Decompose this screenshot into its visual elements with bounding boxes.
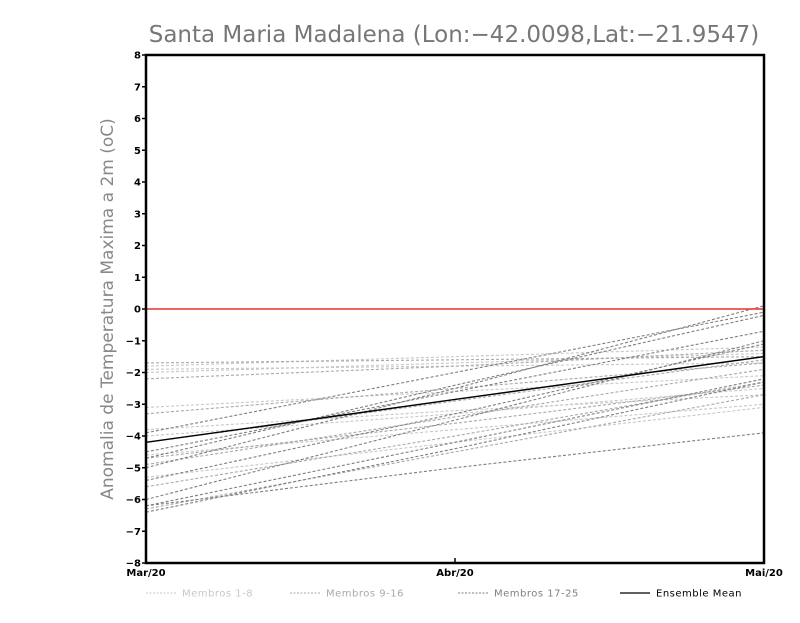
y-tick-label: 5 bbox=[134, 146, 141, 157]
y-axis-label: Anomalia de Temperatura Maxima a 2m (oC) bbox=[98, 118, 118, 500]
y-tick-label: −2 bbox=[126, 368, 141, 379]
member-line-22 bbox=[145, 340, 765, 501]
y-tick-label: −6 bbox=[126, 495, 141, 506]
member-line-12 bbox=[145, 384, 765, 459]
member-line-15 bbox=[145, 368, 765, 466]
x-tick-label: Mar/20 bbox=[126, 568, 165, 579]
y-tick-label: −4 bbox=[126, 432, 141, 443]
member-line-2 bbox=[145, 362, 765, 370]
member-line-24 bbox=[145, 378, 765, 507]
member-line-18 bbox=[145, 314, 765, 459]
x-tick-label: Abr/20 bbox=[436, 568, 473, 579]
y-tick-label: 3 bbox=[134, 209, 141, 220]
member-line-23 bbox=[145, 381, 765, 513]
y-tick-label: −8 bbox=[126, 559, 141, 570]
member-line-6 bbox=[145, 403, 765, 456]
y-tick-label: 1 bbox=[134, 273, 141, 284]
member-line-19 bbox=[145, 305, 765, 469]
member-line-20 bbox=[145, 330, 765, 453]
member-line-1 bbox=[145, 346, 765, 367]
member-line-5 bbox=[145, 387, 765, 437]
member-line-8 bbox=[145, 352, 765, 374]
y-tick-label: −5 bbox=[126, 463, 141, 474]
member-line-3 bbox=[145, 375, 765, 408]
y-tick-label: 6 bbox=[134, 114, 141, 125]
chart-title: Santa Maria Madalena (Lon:−42.0098,Lat:−… bbox=[149, 22, 760, 48]
y-tick-label: 7 bbox=[134, 82, 141, 93]
y-tick-label: 8 bbox=[134, 51, 141, 62]
legend-label: Membros 9-16 bbox=[326, 589, 404, 600]
legend-label: Ensemble Mean bbox=[656, 589, 742, 600]
ensemble-mean-line bbox=[145, 355, 765, 444]
y-tick-label: −3 bbox=[126, 400, 141, 411]
x-tick-label: Mai/20 bbox=[745, 568, 783, 579]
y-tick-label: −7 bbox=[126, 527, 141, 538]
member-line-11 bbox=[145, 362, 765, 415]
member-line-10 bbox=[145, 349, 765, 380]
y-tick-label: 2 bbox=[134, 241, 141, 252]
member-line-25 bbox=[145, 432, 765, 507]
y-tick-label: 0 bbox=[134, 305, 141, 316]
member-line-16 bbox=[145, 359, 765, 443]
legend-label: Membros 17-25 bbox=[494, 589, 579, 600]
member-line-9 bbox=[145, 356, 765, 364]
legend-label: Membros 1-8 bbox=[182, 589, 253, 600]
y-tick-label: −1 bbox=[126, 336, 141, 347]
y-tick-label: 4 bbox=[134, 178, 141, 189]
